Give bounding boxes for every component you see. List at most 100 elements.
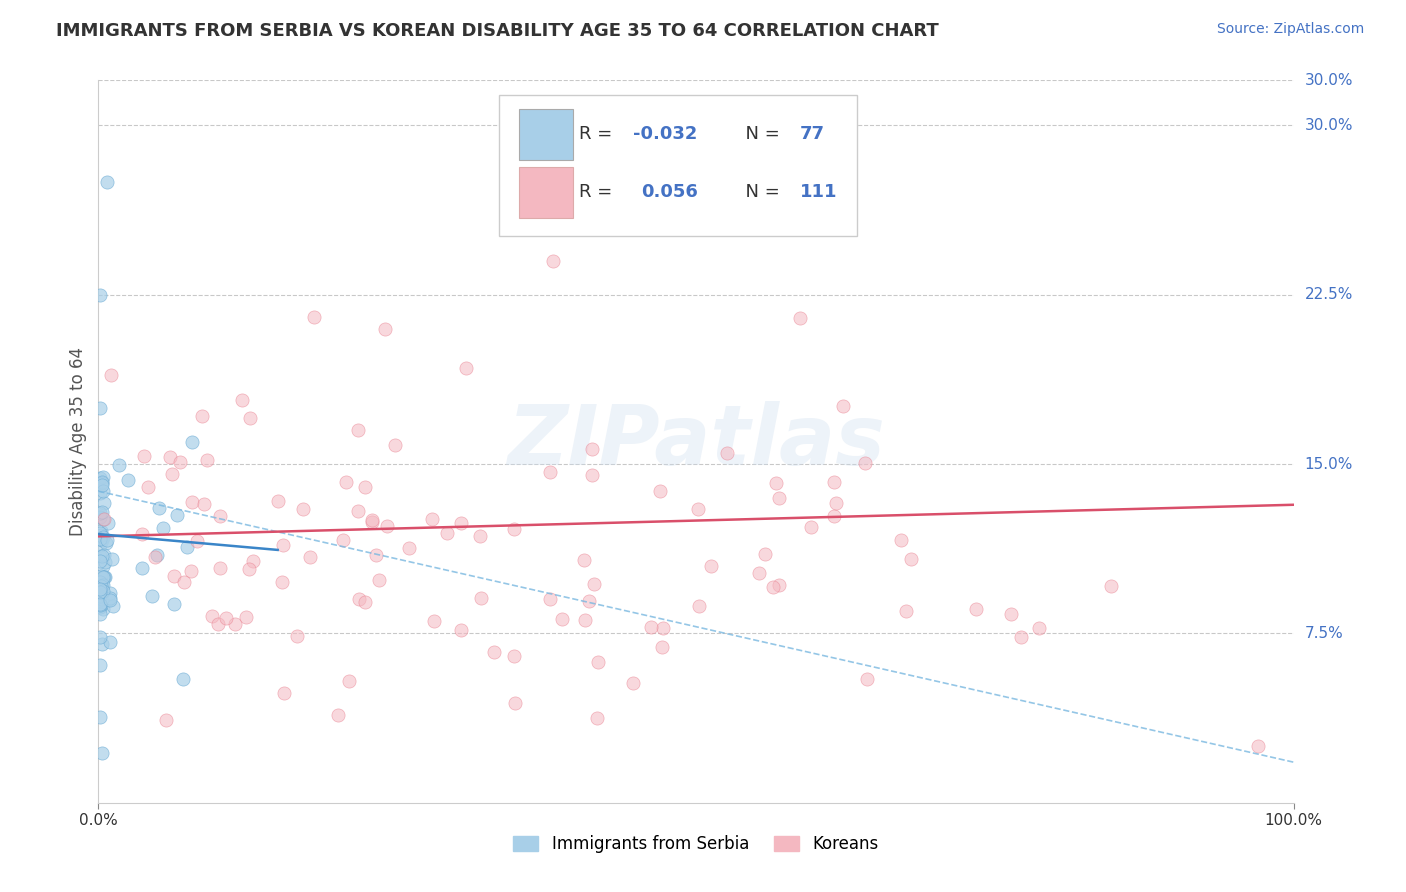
Point <box>235 610 257 624</box>
Point <box>162 467 184 481</box>
Point <box>89 584 111 599</box>
Text: 77: 77 <box>800 126 825 144</box>
Point <box>94 569 117 583</box>
Point <box>208 509 231 524</box>
Point <box>215 611 238 625</box>
Point <box>242 554 264 568</box>
Point <box>765 476 787 491</box>
Point <box>688 599 710 613</box>
Point <box>361 515 384 529</box>
Point <box>89 509 111 524</box>
Point <box>90 475 112 490</box>
Point <box>89 525 111 540</box>
Point <box>581 467 603 482</box>
Point <box>132 449 155 463</box>
Point <box>361 513 384 527</box>
FancyBboxPatch shape <box>519 109 572 160</box>
Point <box>90 524 112 538</box>
Point <box>287 629 309 643</box>
Text: ZIPatlas: ZIPatlas <box>508 401 884 482</box>
Point <box>89 574 111 589</box>
Point <box>89 510 111 524</box>
FancyBboxPatch shape <box>499 95 858 235</box>
Point <box>90 533 112 548</box>
Point <box>89 582 111 596</box>
Legend: Immigrants from Serbia, Koreans: Immigrants from Serbia, Koreans <box>506 828 886 860</box>
Point <box>502 522 524 536</box>
Point <box>89 630 111 644</box>
Point <box>800 520 823 534</box>
Point <box>159 450 181 464</box>
Point <box>468 529 491 543</box>
Point <box>94 535 117 549</box>
Point <box>90 532 112 546</box>
Point <box>271 538 294 552</box>
Point <box>96 175 118 189</box>
Point <box>503 648 526 663</box>
Point <box>90 476 112 491</box>
Point <box>688 502 710 516</box>
Point <box>346 504 368 518</box>
Point <box>89 538 111 552</box>
Point <box>195 453 218 467</box>
Point <box>291 501 314 516</box>
Point <box>89 600 111 615</box>
Point <box>353 595 375 609</box>
Point <box>143 549 166 564</box>
Point <box>89 470 111 484</box>
Point <box>337 673 360 688</box>
Point <box>332 533 354 547</box>
Point <box>117 473 139 487</box>
Point <box>823 508 845 523</box>
Point <box>173 575 195 590</box>
Point <box>148 500 170 515</box>
Point <box>574 553 596 567</box>
Point <box>768 578 790 592</box>
Point <box>354 480 377 494</box>
Point <box>89 401 111 415</box>
Point <box>91 592 114 607</box>
Point <box>90 637 112 651</box>
Point <box>578 594 600 608</box>
Point <box>89 485 111 500</box>
Text: 22.5%: 22.5% <box>1305 287 1353 302</box>
Point <box>823 475 845 489</box>
Point <box>91 549 114 563</box>
Text: -0.032: -0.032 <box>633 126 697 144</box>
Point <box>191 409 214 423</box>
Point <box>93 496 115 510</box>
Point <box>270 575 292 590</box>
Point <box>335 475 357 489</box>
Point <box>89 599 111 613</box>
Point <box>825 496 848 510</box>
Point <box>586 711 609 725</box>
Text: N =: N = <box>734 183 786 202</box>
Point <box>90 478 112 492</box>
Point <box>155 713 177 727</box>
Point <box>91 602 114 616</box>
Point <box>89 607 111 622</box>
Point <box>768 491 790 506</box>
Point <box>101 599 124 614</box>
Point <box>176 540 198 554</box>
Point <box>832 399 855 413</box>
Point <box>91 530 114 544</box>
Point <box>621 675 644 690</box>
Point <box>93 570 115 584</box>
Point <box>420 511 443 525</box>
Text: 0.056: 0.056 <box>641 183 697 202</box>
Point <box>454 361 477 376</box>
Point <box>100 368 122 382</box>
Point <box>889 533 911 547</box>
Point <box>89 287 111 301</box>
Point <box>374 321 396 335</box>
Point <box>193 497 215 511</box>
Point <box>273 686 295 700</box>
Point <box>231 392 253 407</box>
Text: 30.0%: 30.0% <box>1305 73 1353 87</box>
Point <box>146 548 169 562</box>
Point <box>201 609 224 624</box>
Point <box>1000 607 1022 621</box>
Point <box>581 442 603 457</box>
Point <box>89 589 111 603</box>
